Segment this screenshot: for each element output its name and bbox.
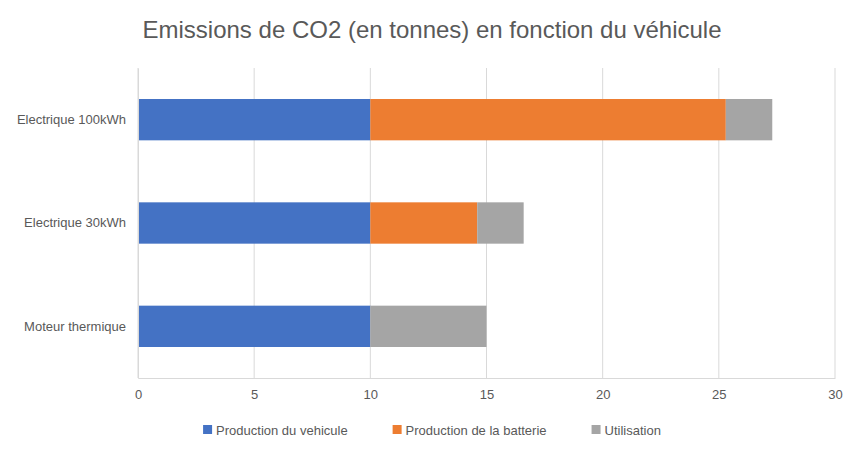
x-axis: 0 5 10 15 20 25 30 [135,378,843,402]
tick: 20 [596,378,610,402]
legend-item: Utilisation [592,423,661,438]
legend-swatch [203,425,212,434]
tick: Electrique 30kWh [24,215,138,230]
axis-line [138,69,139,379]
chart: Emissions de CO2 (en tonnes) en fonction… [0,0,864,449]
y-axis: Electrique 100kWh Electrique 30kWh Moteur … [17,69,139,379]
grid-line [835,68,836,378]
grid [138,68,835,378]
tick-label: Electrique 100kWh [17,112,126,127]
bar [370,99,725,140]
tick-label: 0 [135,387,142,402]
legend-swatch [592,425,601,434]
legend-item: Production du vehicule [203,423,348,438]
grid-line [138,68,139,378]
tick: 5 [251,378,258,402]
bar [477,202,523,243]
legend-label: Production de la batterie [406,423,547,438]
tick: Moteur thermique [24,318,138,333]
legend-label: Production du vehicule [216,423,348,438]
tick-label: 5 [251,387,258,402]
bar [138,202,370,243]
bar [726,99,772,140]
tick: 0 [135,378,142,402]
bar [370,306,486,347]
legend: Production du vehicule Production de la b… [203,423,661,438]
bar [138,99,370,140]
tick: Electrique 100kWh [17,112,138,127]
tick-label: 25 [712,387,726,402]
tick-label: Electrique 30kWh [24,215,126,230]
bar [370,202,477,243]
tick: 30 [828,378,842,402]
legend-item: Production de la batterie [393,423,547,438]
tick-label: 30 [828,387,842,402]
tick: 15 [480,378,494,402]
tick: 25 [712,378,726,402]
tick: 10 [364,378,378,402]
bars [138,99,772,347]
tick-label: 15 [480,387,494,402]
tick-label: Moteur thermique [24,318,126,333]
legend-swatch [393,425,402,434]
tick-label: 10 [364,387,378,402]
axis-line [139,378,836,379]
bar [138,306,370,347]
title: Emissions de CO2 (en tonnes) en fonction… [143,16,722,43]
legend-label: Utilisation [605,423,661,438]
tick-label: 20 [596,387,610,402]
